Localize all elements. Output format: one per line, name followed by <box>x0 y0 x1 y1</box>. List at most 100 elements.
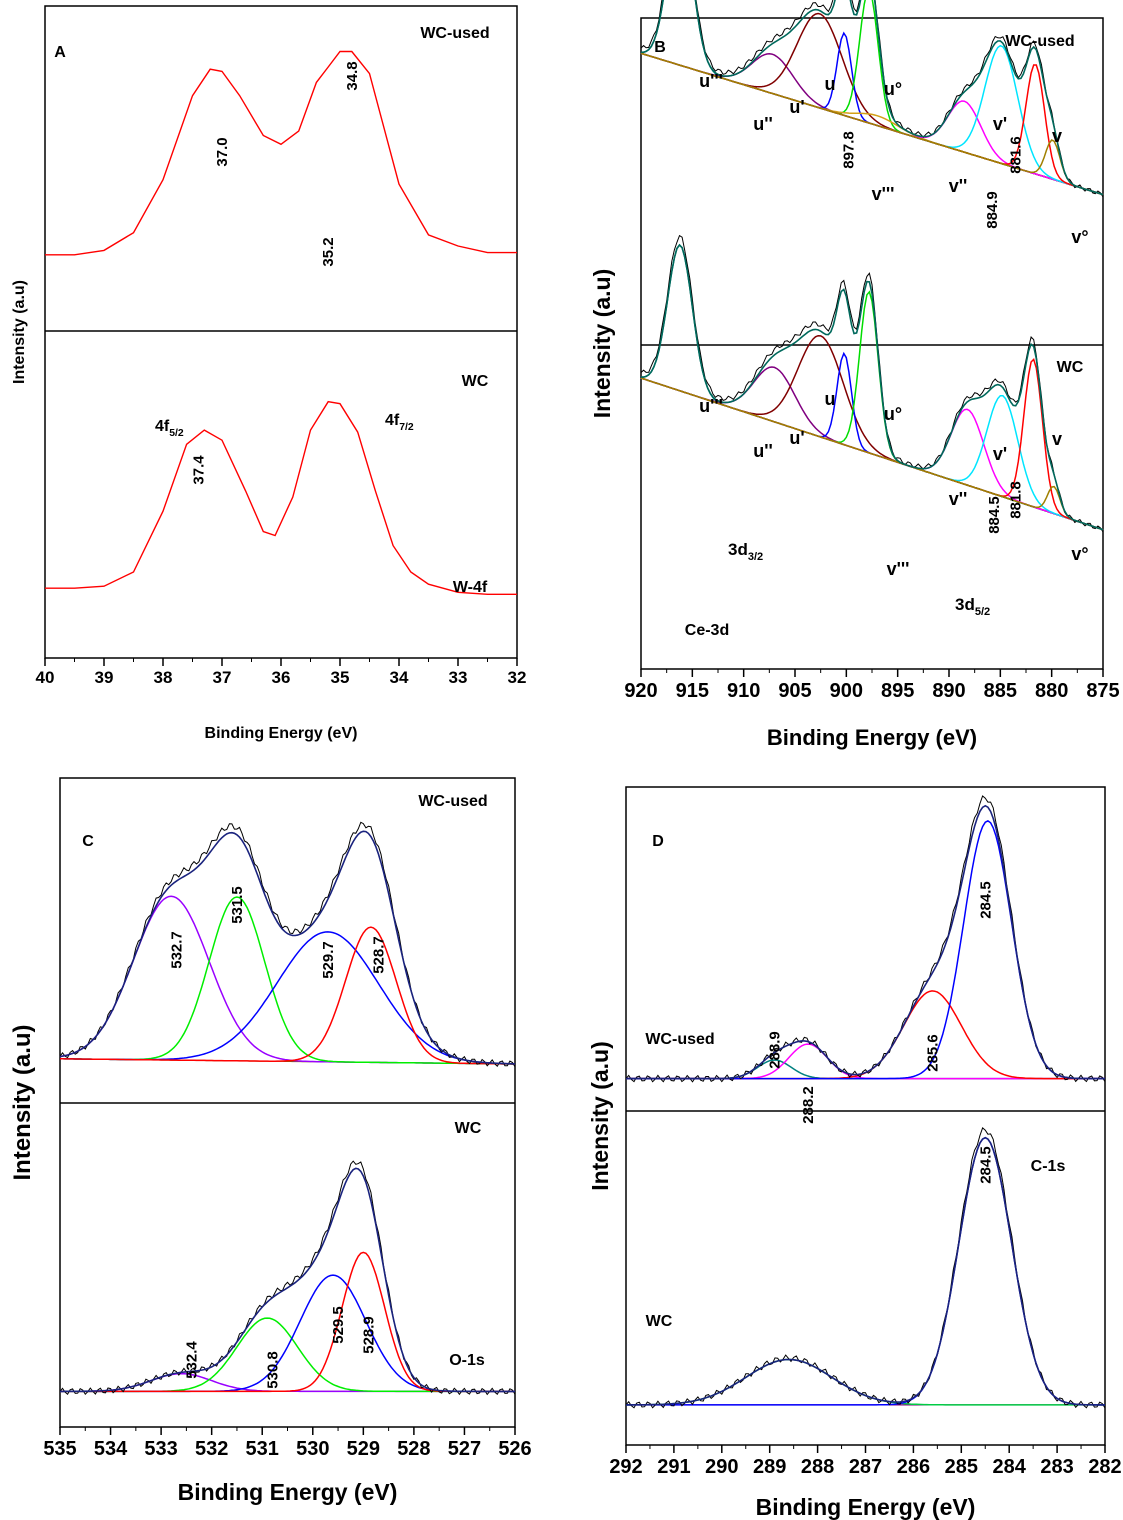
fit-envelope <box>626 1136 1105 1406</box>
fit-component <box>59 895 515 1065</box>
peak-value-label: 285.6 <box>925 1034 942 1072</box>
x-axis-label: Binding Energy (eV) <box>767 725 977 750</box>
peak-value-label: 284.5 <box>977 881 994 919</box>
fit-component <box>640 377 1104 531</box>
x-tick-label: 885 <box>984 680 1017 702</box>
peak-value-label: 897.8 <box>840 131 857 169</box>
experimental-line <box>59 1160 516 1396</box>
peak-value-label: 288.9 <box>766 1031 783 1069</box>
fit-component <box>640 366 1104 531</box>
x-tick-label: 905 <box>778 680 811 702</box>
label-w4f: W-4f <box>453 579 488 596</box>
x-tick-label: 38 <box>154 668 173 687</box>
panel-frame <box>640 17 1104 670</box>
peak-label: v' <box>993 444 1007 464</box>
peak-label: v'' <box>949 176 968 196</box>
peak-value-label: 884.5 <box>986 496 1003 534</box>
x-tick-label: 36 <box>272 668 291 687</box>
x-axis-label: Binding Energy (eV) <box>756 1494 976 1520</box>
fit-component <box>60 1317 515 1393</box>
fit-component <box>626 1358 1105 1406</box>
peak-label: v'' <box>949 489 968 509</box>
x-tick-label: 875 <box>1086 680 1119 702</box>
peak-value-label: 284.5 <box>977 1146 994 1184</box>
x-tick-label: 285 <box>945 1456 978 1478</box>
x-tick-label: 39 <box>95 668 114 687</box>
x-tick-label: 527 <box>448 1438 481 1460</box>
x-tick-label: 283 <box>1040 1456 1073 1478</box>
sample-label-wc-used: WC-used <box>645 1031 714 1048</box>
x-tick-label: 288 <box>801 1456 834 1478</box>
panel-letter: B <box>654 39 666 56</box>
x-tick-label: 289 <box>753 1456 786 1478</box>
x-tick-label: 284 <box>993 1456 1027 1478</box>
label-4f72: 4f7/2 <box>385 412 414 433</box>
label-o1s: O-1s <box>449 1352 485 1369</box>
x-tick-label: 895 <box>881 680 914 702</box>
x-tick-label: 920 <box>624 680 657 702</box>
y-axis-label: Intensity (a.u) <box>9 1024 36 1180</box>
sample-label-wc: WC <box>646 1313 673 1330</box>
peak-label: v''' <box>872 184 895 204</box>
x-tick-label: 900 <box>830 680 863 702</box>
experimental-line <box>640 234 1104 533</box>
fit-component <box>640 357 1104 531</box>
x-tick-label: 880 <box>1035 680 1068 702</box>
peak-label: u'' <box>753 114 773 134</box>
fit-component <box>60 896 515 1065</box>
x-tick-label: 534 <box>94 1438 128 1460</box>
peak-label: u° <box>884 404 902 424</box>
fit-component <box>640 351 1104 531</box>
sample-label-wc: WC <box>455 1120 482 1137</box>
x-tick-label: 531 <box>246 1438 279 1460</box>
peak-label: u'' <box>753 441 773 461</box>
x-tick-label: 528 <box>397 1438 430 1460</box>
peak-label: u <box>825 389 836 409</box>
peak-value-label: 531.5 <box>229 886 246 924</box>
peak-value-label: 288.2 <box>800 1086 817 1124</box>
fit-envelope <box>59 830 516 1065</box>
fit-component <box>60 931 516 1065</box>
fit-component <box>640 0 1104 196</box>
fit-component <box>60 926 515 1065</box>
peak-label: v <box>1052 429 1062 449</box>
peak-value-label: 528.9 <box>360 1316 377 1354</box>
y-axis-label: Intensity (a.u) <box>11 280 28 384</box>
x-tick-label: 532 <box>195 1438 228 1460</box>
fit-component <box>60 1251 515 1393</box>
peak-value-label: 35.2 <box>320 237 337 266</box>
peak-value-label: 530.8 <box>264 1351 281 1389</box>
fit-envelope <box>60 1167 515 1393</box>
x-tick-label: 287 <box>849 1456 882 1478</box>
peak-value-label: 37.4 <box>190 455 207 485</box>
x-tick-label: 286 <box>897 1456 930 1478</box>
peak-value-label: 37.0 <box>214 137 231 166</box>
experimental-line <box>59 821 516 1068</box>
peak-label: u <box>825 74 836 94</box>
label-c1s: C-1s <box>1031 1158 1066 1175</box>
peak-label: u' <box>789 428 804 448</box>
peak-value-label: 528.7 <box>371 936 388 974</box>
x-tick-label: 282 <box>1088 1456 1121 1478</box>
peak-value-label: 529.5 <box>330 1306 347 1344</box>
peak-label: u''' <box>699 396 723 416</box>
peak-value-label: 532.4 <box>183 1341 200 1379</box>
x-axis-label: Binding Energy (eV) <box>178 1479 398 1505</box>
label-3d32: 3d3/2 <box>728 540 763 563</box>
x-tick-label: 292 <box>609 1456 642 1478</box>
experimental-line <box>640 0 1104 198</box>
fit-component <box>640 334 1104 531</box>
peak-label: v° <box>1071 227 1088 247</box>
sample-label-wc: WC <box>462 373 489 390</box>
x-tick-label: 910 <box>727 680 760 702</box>
spectrum-line <box>45 400 517 595</box>
peak-label: u° <box>884 79 902 99</box>
x-tick-label: 290 <box>705 1456 738 1478</box>
x-tick-label: 530 <box>296 1438 329 1460</box>
x-tick-label: 533 <box>144 1438 177 1460</box>
peak-label: u' <box>789 97 804 117</box>
x-axis-label: Binding Energy (eV) <box>205 725 358 742</box>
peak-label: v' <box>993 114 1007 134</box>
fit-envelope <box>641 243 1104 531</box>
